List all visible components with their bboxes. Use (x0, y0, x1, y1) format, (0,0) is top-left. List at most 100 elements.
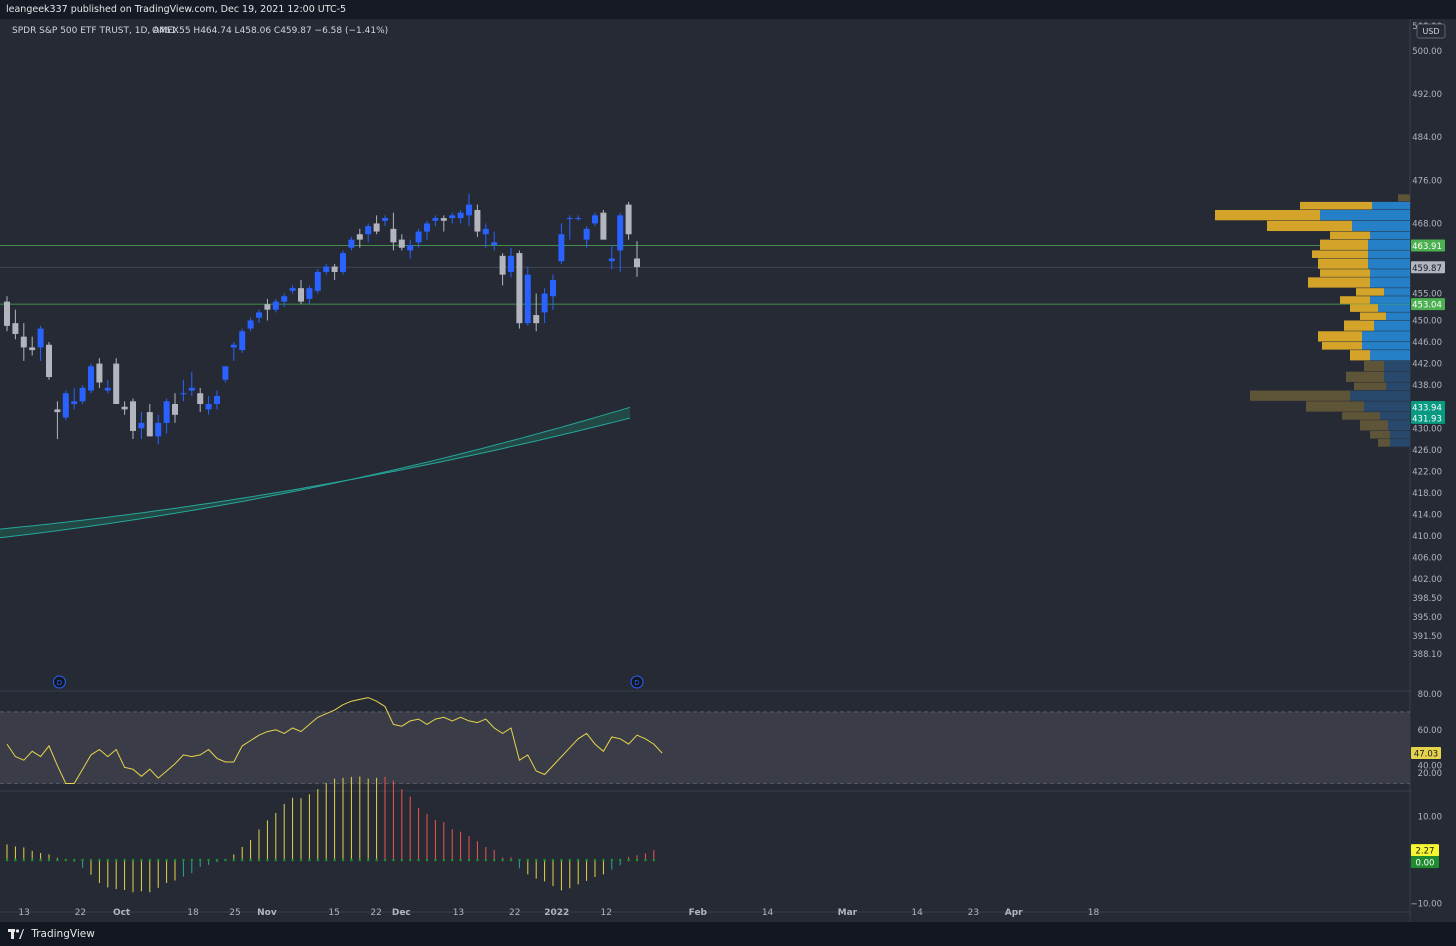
price-tick-label: 476.00 (1412, 176, 1442, 186)
oscillator-zero-dot (333, 858, 336, 862)
volume-row-up (1390, 430, 1410, 439)
oscillator-zero-dot (417, 858, 420, 862)
volume-row-down (1364, 360, 1384, 372)
oscillator-zero-dot (408, 858, 412, 862)
time-tick-label: 2022 (544, 908, 569, 918)
volume-row-down (1370, 430, 1390, 439)
price-label-box (1411, 261, 1445, 274)
volume-row-down (1354, 382, 1386, 391)
candle-body (79, 387, 86, 402)
time-tick-label: 12 (601, 908, 612, 918)
price-label-text: 431.93 (1412, 414, 1442, 424)
oscillator-zero-label: 0.00 (1416, 859, 1435, 869)
volume-row-down (1306, 401, 1364, 412)
candle-body (172, 404, 178, 415)
candle-body (541, 293, 548, 313)
rsi-tick-label: 40.00 (1418, 762, 1442, 772)
price-label-text: 459.87 (1412, 264, 1442, 274)
oscillator-zero-dot (375, 858, 378, 862)
rsi-band (0, 711, 1410, 784)
oscillator-zero-dot (81, 858, 84, 862)
dividend-marker (52, 675, 66, 689)
oscillator-zero-dot (366, 858, 370, 862)
candle-body (272, 301, 279, 310)
oscillator-zero-dot (476, 858, 479, 862)
candle-body (398, 239, 405, 248)
candle-body (466, 204, 472, 216)
candle-body (583, 228, 590, 240)
oscillator-zero-box (1411, 856, 1439, 869)
candle-body (474, 209, 481, 232)
symbol-legend[interactable]: SPDR S&P 500 ETF TRUST, 1D, AMEX (12, 26, 179, 36)
rsi-pane (0, 697, 1410, 784)
volume-row-up (1388, 420, 1410, 431)
candle-body (566, 218, 573, 220)
price-tick-label: 438.00 (1412, 381, 1442, 391)
oscillator-zero-dot (299, 858, 303, 862)
volume-row-up (1362, 331, 1410, 342)
oscillator-tick-label: −10.00 (1411, 900, 1442, 910)
candle-body (180, 393, 187, 395)
oscillator-zero-dot (442, 858, 446, 862)
time-tick-label: 13 (18, 908, 29, 918)
volume-profile (1215, 194, 1410, 447)
time-tick-label: 23 (968, 908, 979, 918)
candle-body (424, 223, 430, 232)
price-tick-label: 398.50 (1412, 594, 1442, 604)
oscillator-zero-dot (198, 858, 202, 862)
price-tick-label: 391.50 (1412, 632, 1442, 642)
candle-body (533, 315, 540, 324)
candle-body (138, 422, 145, 429)
candle-body (432, 218, 439, 221)
tradingview-logo-icon (8, 929, 24, 939)
oscillator-zero-dot (39, 858, 42, 862)
candle-body (634, 258, 640, 268)
oscillator-zero-dot (89, 858, 93, 862)
time-tick-label: Nov (257, 908, 277, 918)
oscillator-zero-dot (492, 858, 496, 862)
oscillator-zero-dot (215, 858, 219, 862)
volume-row-up (1384, 288, 1410, 296)
oscillator-zero-dot (114, 858, 118, 862)
volume-row-down (1320, 239, 1368, 250)
oscillator-zero-dot (190, 858, 194, 862)
price-tick-label: 388.10 (1412, 650, 1442, 660)
oscillator-pane (5, 776, 656, 893)
candle-body (54, 409, 61, 413)
currency-label: USD (1422, 27, 1439, 36)
oscillator-zero-dot (392, 858, 395, 862)
oscillator-zero-dot (518, 858, 521, 862)
price-tick-label: 395.00 (1412, 613, 1442, 623)
price-tick-label: 414.00 (1412, 511, 1442, 521)
oscillator-zero-dot (156, 858, 160, 862)
oscillator-zero-dot (232, 858, 236, 862)
oscillator-zero-dot (459, 858, 462, 862)
volume-row-up (1370, 277, 1410, 288)
oscillator-zero-dot (341, 858, 345, 862)
dividend-marker-label: D (57, 679, 62, 687)
price-label-text: 453.04 (1412, 301, 1442, 311)
price-tick-label: 500.00 (1412, 47, 1442, 57)
volume-row-down (1320, 269, 1370, 277)
ma-band-fill (0, 407, 630, 538)
volume-row-down (1340, 296, 1370, 304)
oscillator-zero-dot (257, 858, 261, 862)
volume-row-up (1386, 382, 1410, 391)
oscillator-zero-dot (14, 858, 17, 862)
time-axis: 13 22 Oct 18 25 Nov 15 22 Dec 13 22 2022 12 Feb 14 Mar 1… (18, 908, 1099, 918)
oscillator-zero-dot (316, 858, 320, 862)
candle-body (558, 234, 565, 262)
oscillator-zero-dot (627, 858, 630, 862)
oscillator-zero-dot (148, 858, 152, 862)
oscillator-zero-dot (266, 858, 269, 862)
volume-row-up (1368, 250, 1410, 258)
candle-body (239, 331, 246, 351)
oscillator-zero-dot (509, 858, 513, 862)
oscillator-zero-dot (240, 858, 244, 862)
oscillator-tick-label: 10.00 (1418, 813, 1442, 823)
oscillator-zero-dot (140, 858, 143, 862)
candle-body (188, 387, 195, 391)
rsi-tick-label: 80.00 (1418, 690, 1442, 700)
oscillator-zero-dot (383, 858, 387, 862)
